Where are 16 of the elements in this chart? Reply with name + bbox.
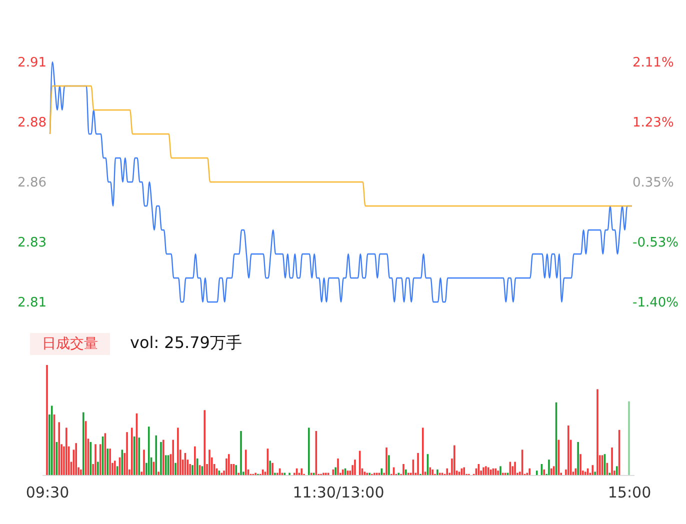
y-tick-label: 2.81 bbox=[18, 296, 46, 310]
x-tick-label: 11:30/13:00 bbox=[292, 484, 384, 502]
y2-tick-label: 1.23% bbox=[632, 116, 674, 130]
y-tick-label: 2.86 bbox=[18, 176, 46, 190]
line-series bbox=[49, 85, 633, 207]
x-tick-label: 09:30 bbox=[26, 484, 70, 502]
y2-tick-label: 0.35% bbox=[632, 176, 674, 190]
y2-tick-label: 2.11% bbox=[632, 56, 674, 70]
y-tick-label: 2.88 bbox=[18, 116, 46, 130]
text: vol: 25.79万手 bbox=[130, 333, 242, 354]
y-tick-label: 2.91 bbox=[18, 56, 46, 70]
chart-title: 日成交量 bbox=[30, 332, 110, 354]
x-tick-label: 15:00 bbox=[608, 484, 652, 502]
y-tick-label: 2.83 bbox=[18, 236, 46, 250]
y2-tick-label: -0.53% bbox=[632, 236, 678, 250]
y2-tick-label: -1.40% bbox=[632, 296, 678, 310]
